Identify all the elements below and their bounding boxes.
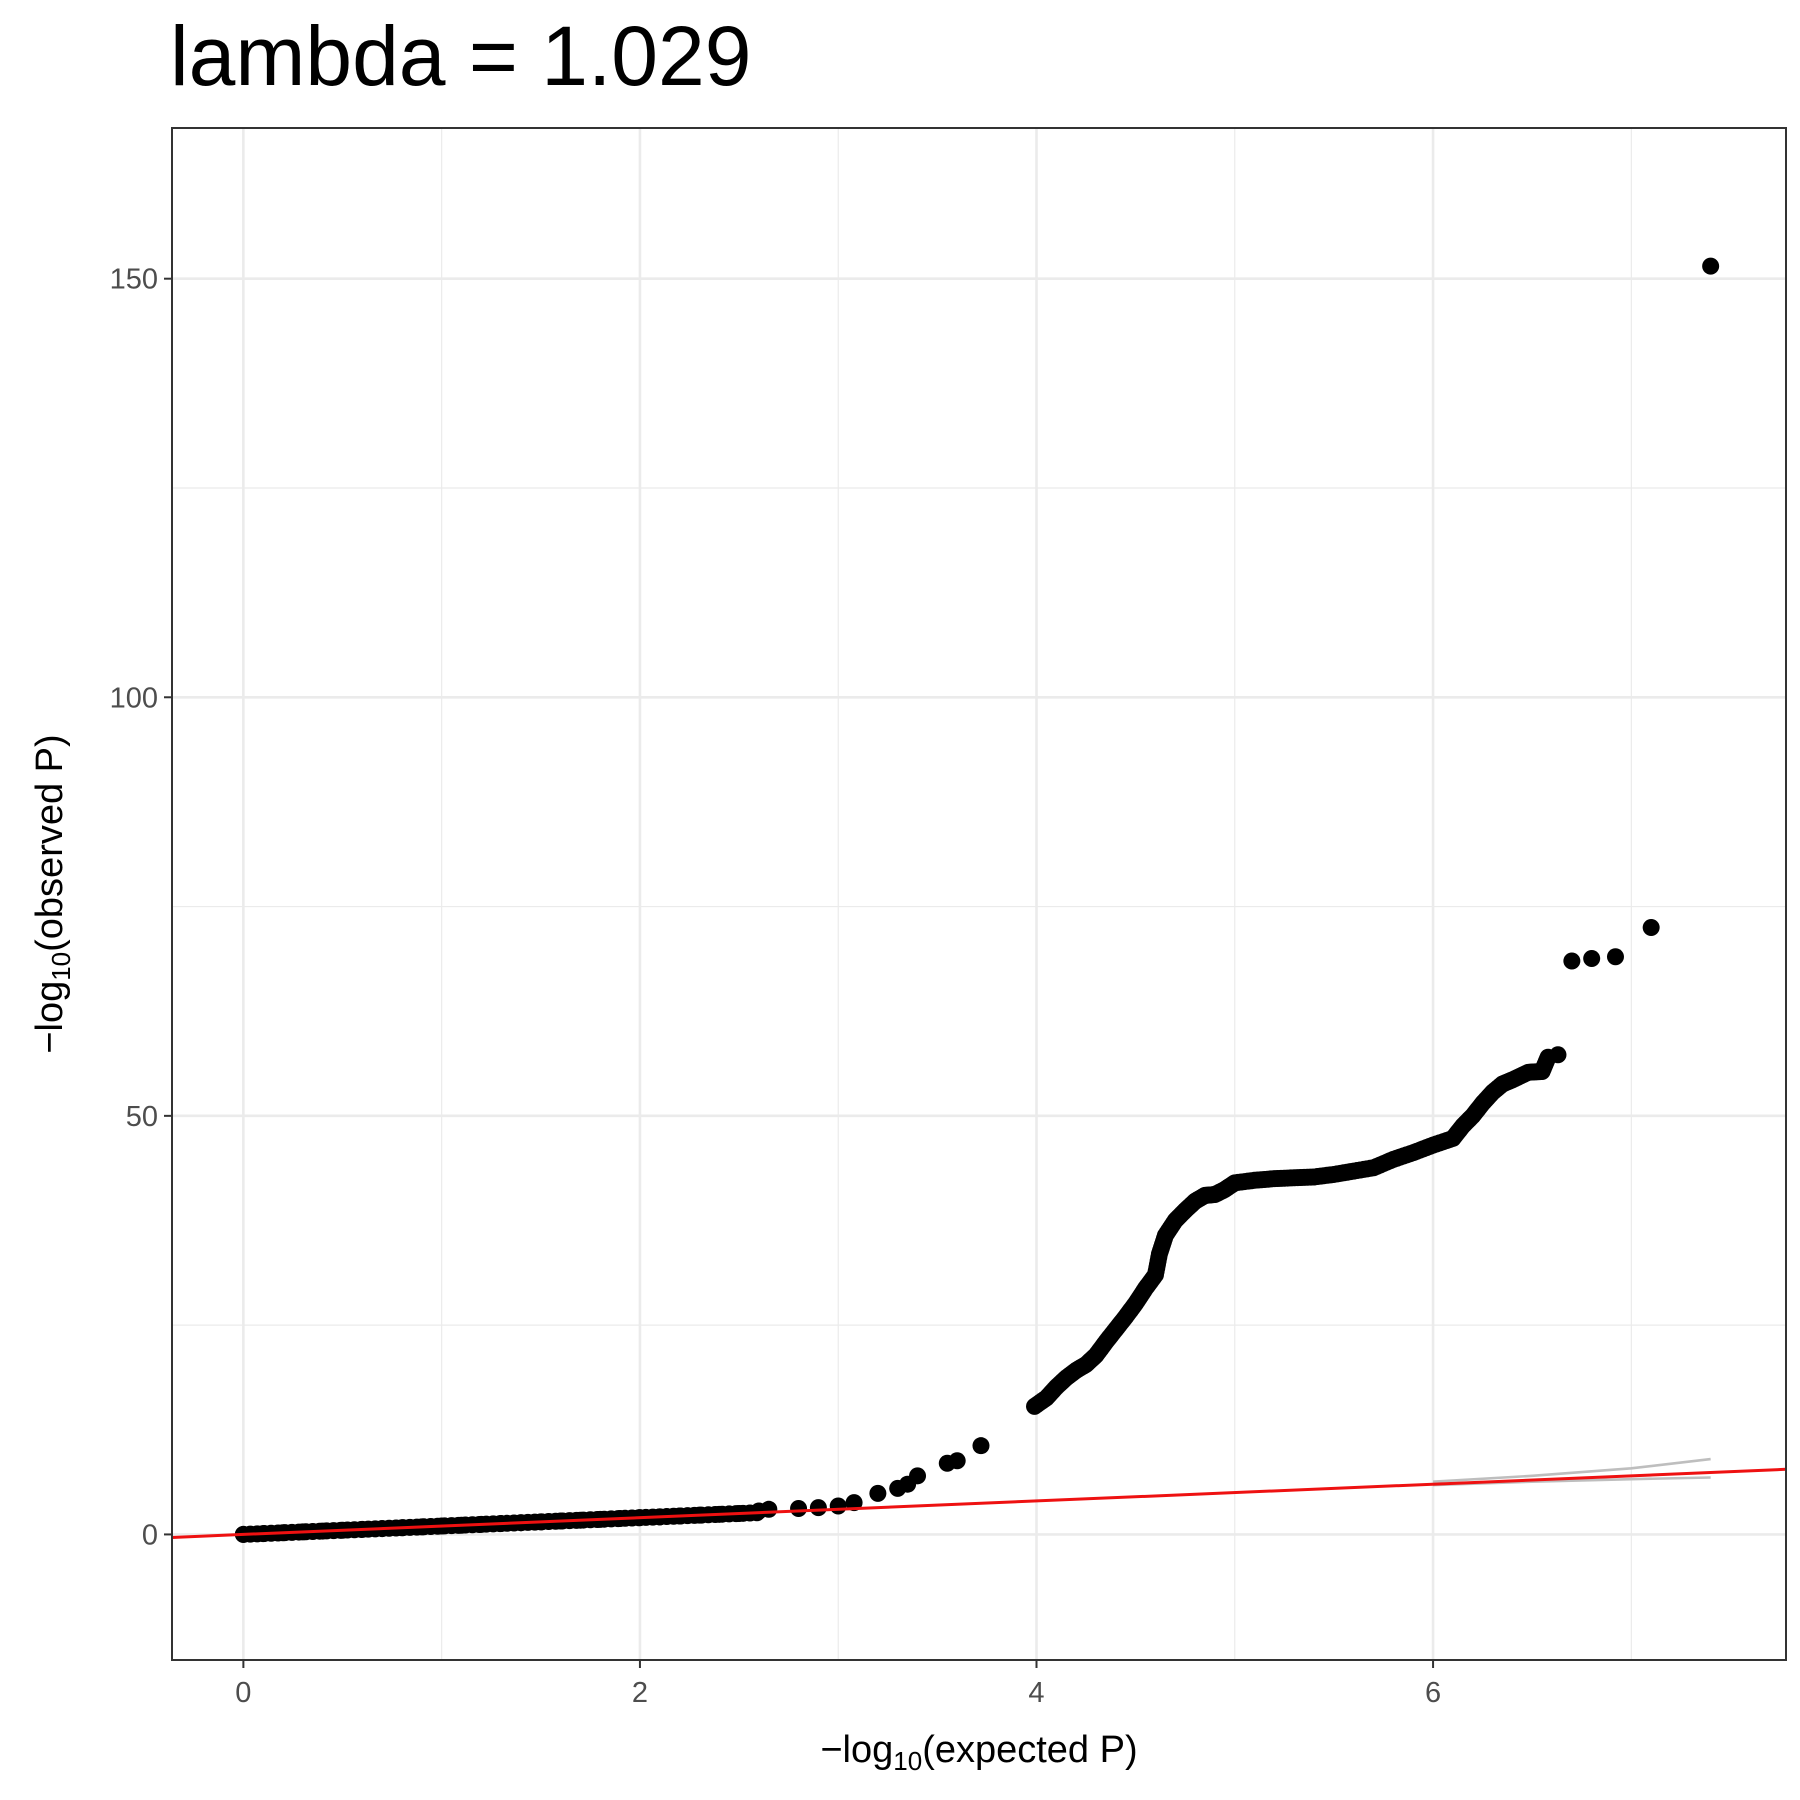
chart-title: lambda = 1.029 [170, 9, 752, 103]
data-point [1474, 1094, 1492, 1112]
x-axis-title-prefix: −log [820, 1729, 893, 1771]
data-point [809, 1499, 827, 1517]
data-point [1583, 949, 1601, 967]
minor-gridlines [172, 128, 1786, 1660]
data-point [1150, 1245, 1168, 1263]
data-point [909, 1467, 927, 1485]
data-point [1107, 1320, 1125, 1338]
y-axis-title-subscript: 10 [46, 952, 76, 981]
y-axis-ticks: 0 50 100 150 [110, 264, 172, 1551]
major-gridlines [172, 128, 1786, 1660]
x-tick-label: 2 [632, 1677, 648, 1709]
data-point [972, 1437, 990, 1455]
data-point [1549, 1046, 1567, 1064]
data-point [1226, 1174, 1244, 1192]
data-point [1503, 1071, 1521, 1089]
reference-line-y-equals-x [171, 1467, 1787, 1539]
y-axis-title-prefix: −log [29, 981, 71, 1054]
data-point [1156, 1227, 1174, 1245]
x-tick-label: 0 [235, 1677, 251, 1709]
data-point [1365, 1159, 1383, 1177]
data-point [1519, 1063, 1537, 1081]
data-point [1424, 1136, 1442, 1154]
data-point [760, 1500, 778, 1518]
y-tick-label: 0 [142, 1519, 158, 1551]
data-point [1533, 1062, 1551, 1080]
x-tick-label: 4 [1028, 1677, 1044, 1709]
data-point [1404, 1144, 1422, 1162]
data-point [1702, 257, 1720, 275]
data-point [869, 1484, 887, 1502]
data-point [1345, 1162, 1363, 1180]
data-point [790, 1499, 808, 1517]
data-point [1384, 1150, 1402, 1168]
data-point [1642, 918, 1660, 936]
y-axis-title: −log10(observed P) [29, 734, 76, 1053]
data-point [1606, 948, 1624, 966]
data-points [234, 257, 1720, 1543]
data-point [1265, 1170, 1283, 1188]
confidence-band-upper [1432, 1457, 1711, 1483]
data-point [1464, 1107, 1482, 1125]
data-point [829, 1497, 847, 1515]
x-tick-label: 6 [1425, 1677, 1441, 1709]
data-point [845, 1494, 863, 1512]
data-point [1087, 1346, 1105, 1364]
panel-border [171, 127, 1787, 1661]
y-tick-label: 50 [126, 1101, 158, 1133]
data-point [1285, 1169, 1303, 1187]
data-point [948, 1452, 966, 1470]
x-axis-title-suffix: (expected P) [922, 1729, 1137, 1771]
data-point [1117, 1308, 1135, 1326]
data-point [1325, 1165, 1343, 1183]
reference-line [171, 1467, 1787, 1539]
data-point [1037, 1389, 1055, 1407]
data-point [1026, 1397, 1044, 1415]
data-point [1137, 1279, 1155, 1297]
data-point [1246, 1171, 1264, 1189]
data-point [1444, 1129, 1462, 1147]
x-axis-title-subscript: 10 [893, 1746, 922, 1776]
data-point [1097, 1333, 1115, 1351]
x-axis-ticks: 0 2 4 6 [235, 1660, 1441, 1709]
y-tick-label: 100 [110, 682, 158, 714]
data-point [1127, 1294, 1145, 1312]
data-point [1305, 1168, 1323, 1186]
data-point [1146, 1266, 1164, 1284]
y-axis-title-suffix: (observed P) [29, 734, 71, 952]
x-axis-title: −log10(expected P) [820, 1729, 1137, 1776]
y-tick-label: 150 [110, 264, 158, 296]
data-point [1563, 952, 1581, 970]
